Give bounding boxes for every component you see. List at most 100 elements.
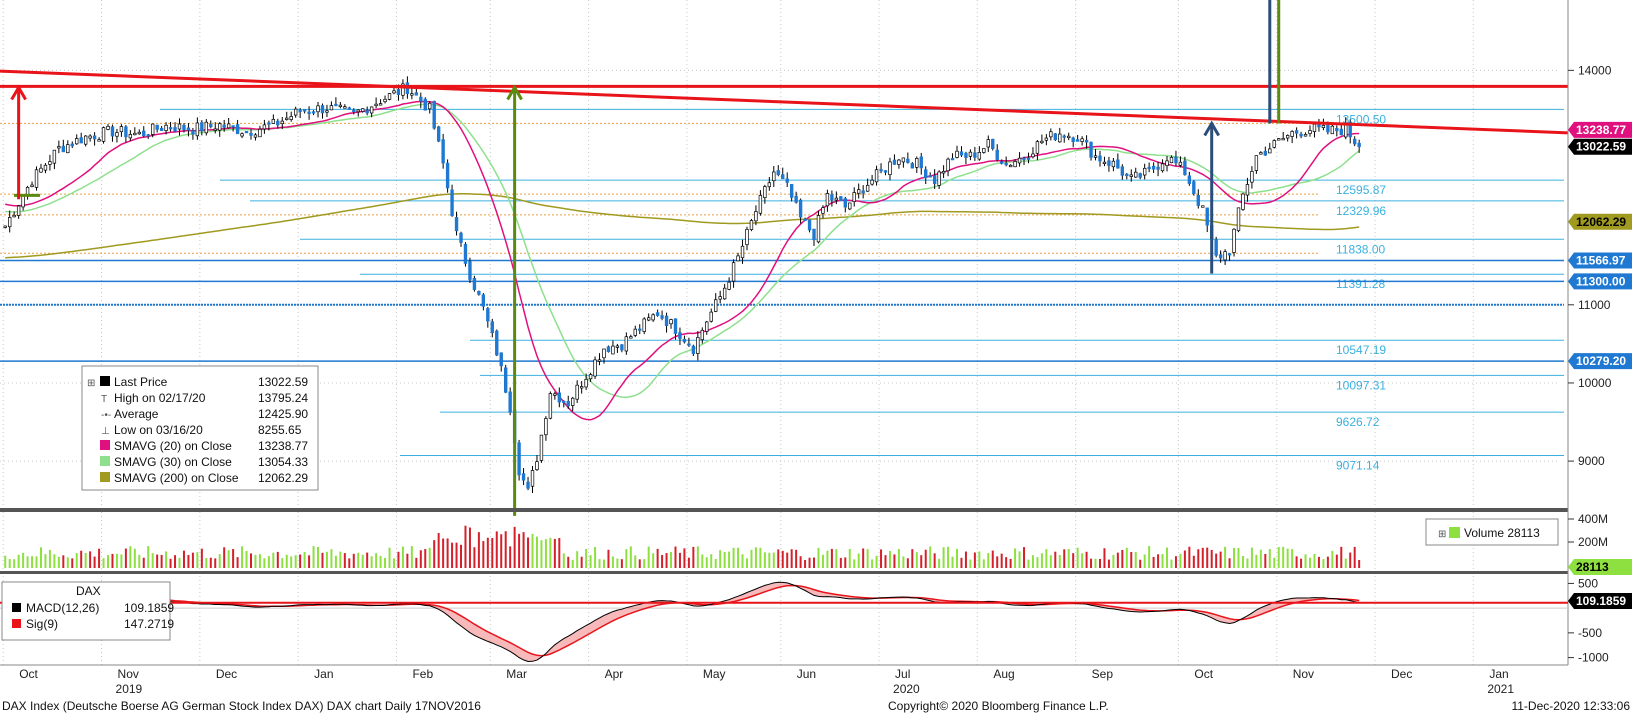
candle-body [964, 152, 968, 158]
candle-body [1303, 134, 1308, 137]
volume-bar [875, 555, 878, 568]
red-arrow-head [10, 84, 27, 101]
candle-body [352, 109, 356, 112]
macd-legend[interactable]: DAX MACD(12,26) 109.1859 Sig(9) 147.2719 [1, 581, 174, 641]
candle-body [566, 400, 570, 407]
volume-bar [129, 546, 132, 568]
volume-bar [428, 547, 431, 568]
sig-legend-value: 147.2719 [124, 617, 174, 631]
candle-body [535, 461, 539, 471]
candle-body [651, 314, 655, 321]
volume-bar [1215, 553, 1218, 568]
volume-bar [245, 550, 248, 568]
volume-bar [147, 546, 150, 568]
volume-bar [388, 547, 391, 568]
volume-bar [656, 548, 659, 568]
volume-bar [39, 547, 42, 568]
candle-body [772, 171, 776, 182]
month-label: Mar [506, 667, 527, 681]
candle-body [1120, 166, 1125, 176]
volume-bar [888, 551, 891, 568]
candle-body [785, 178, 789, 183]
volume-bar [929, 546, 932, 568]
candle-body [1174, 156, 1178, 164]
volume-tag-bg [1568, 559, 1632, 575]
candle-body [901, 157, 906, 163]
volume-bar [799, 556, 802, 568]
price-legend[interactable]: Last Price 13022.59 T High on 02/17/20 13795… [81, 365, 319, 491]
volume-bar [772, 552, 775, 568]
candle-body [995, 149, 999, 160]
volume-bar [821, 554, 824, 568]
candle-body [825, 193, 830, 207]
candle-body [334, 103, 338, 107]
volume-bar [781, 550, 784, 568]
horizontal-levels [0, 259, 1564, 362]
legend-glyph-icon: ⊥ [101, 426, 110, 437]
volume-bar [687, 557, 690, 568]
candle-body [1245, 184, 1250, 196]
volume-bar [1300, 558, 1303, 568]
volume-bar [871, 559, 874, 568]
volume-bar [1005, 557, 1008, 568]
legend-toggle-icon[interactable]: ⊞ [87, 378, 95, 389]
volume-bar [1000, 553, 1003, 568]
candle-body [1017, 157, 1022, 164]
candle-body [133, 132, 137, 136]
candle-body [1013, 161, 1017, 168]
candle-body [968, 151, 973, 157]
volume-bar [714, 559, 717, 568]
candle-body [807, 219, 812, 231]
candle-body [1165, 160, 1169, 167]
volume-bar [89, 551, 92, 568]
candle-body [731, 262, 736, 282]
candle-body [593, 359, 597, 377]
candle-body [186, 127, 191, 131]
price-tag: 13022.59 [1576, 140, 1626, 154]
candle-body [1227, 253, 1232, 256]
candle-body [740, 245, 745, 259]
month-label: Nov [118, 667, 139, 681]
candle-body [1214, 239, 1218, 256]
candle-body [414, 92, 419, 96]
volume-bar [66, 557, 69, 568]
candle-body [52, 149, 57, 164]
volume-bar [1331, 550, 1334, 568]
candle-body [562, 400, 566, 404]
volume-legend-toggle-icon[interactable]: ⊞ [1438, 529, 1446, 540]
volume-bar [433, 540, 436, 568]
volume-bar [1183, 550, 1186, 568]
legend-label: SMAVG (20) on Close [114, 439, 232, 453]
volume-bar [1219, 551, 1222, 568]
volume-bar [1054, 551, 1057, 568]
candle-body [1151, 165, 1156, 170]
candle-body [861, 190, 865, 194]
timestamp-text: 11-Dec-2020 12:33:06 [1511, 699, 1630, 713]
volume-bar [62, 555, 65, 568]
candle-body [888, 161, 892, 175]
price-tag-bg [1568, 252, 1632, 269]
candle-body [92, 135, 97, 140]
volume-bar [670, 551, 673, 568]
volume-bar [906, 558, 909, 568]
candle-body [356, 109, 360, 113]
candle-body [1062, 135, 1066, 138]
volume-bar [920, 555, 923, 568]
volume-bar [745, 558, 748, 568]
legend-label: Last Price [114, 375, 168, 389]
candle-body [477, 290, 481, 295]
volume-bar [138, 554, 141, 568]
volume-bar [750, 549, 753, 568]
candle-body [870, 179, 874, 185]
volume-legend[interactable]: ⊞ Volume 28113 [1425, 518, 1559, 546]
y-axis: 9000 10000 11000 14000 400M 200M 500 -500 -1000 [1568, 63, 1612, 665]
volume-bar [1040, 553, 1043, 568]
volume-bar [214, 558, 217, 568]
candle-body [839, 196, 843, 201]
volume-bar [544, 539, 547, 568]
volume-bar [531, 533, 534, 568]
candle-body [682, 338, 687, 343]
volume-bar [665, 553, 668, 568]
macd-panel [0, 581, 1568, 663]
volume-bar [308, 555, 311, 568]
